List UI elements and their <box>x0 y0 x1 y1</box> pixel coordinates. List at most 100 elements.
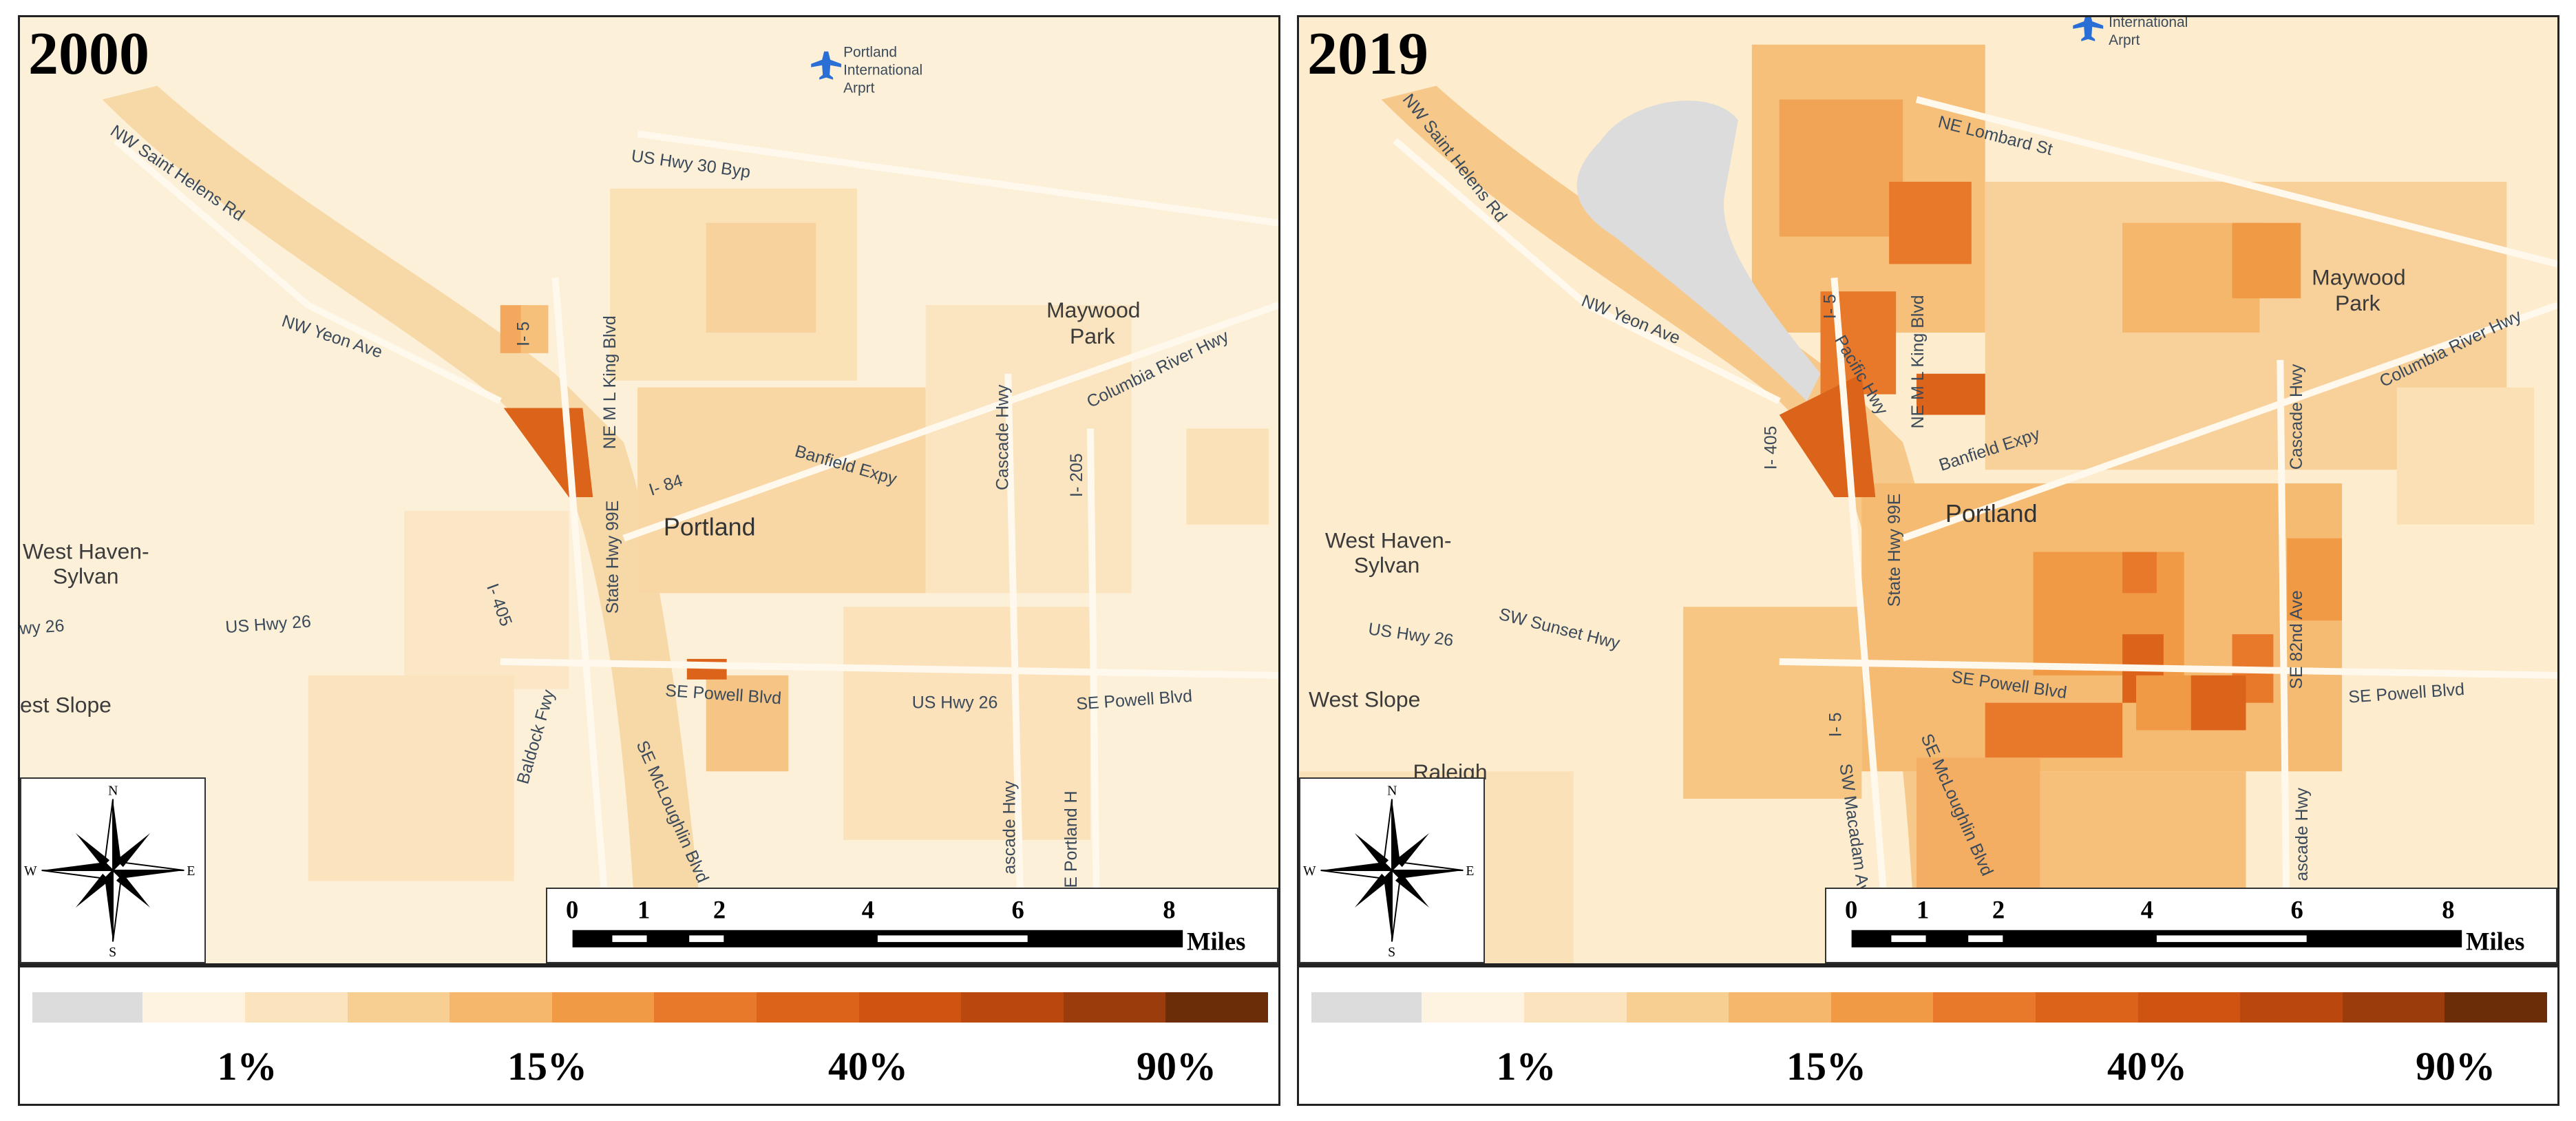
census-tracts <box>1299 44 2535 963</box>
river-shading <box>102 85 706 963</box>
choropleth-map: International Arprt Maywood Park West Ha… <box>1299 17 2557 963</box>
road-label: US Hwy 26 <box>912 693 998 713</box>
scale-tick: 4 <box>2141 895 2153 923</box>
scale-tick: 1 <box>637 895 650 923</box>
place-label: West Haven- <box>23 539 149 564</box>
place-label: Maywood <box>1046 297 1140 322</box>
road-label: ascade Hwy <box>2292 787 2312 881</box>
legend-swatch <box>2036 992 2138 1023</box>
airport-label: International <box>843 63 922 78</box>
compass-letter: E <box>187 863 195 879</box>
scale-tick: 8 <box>2442 895 2454 923</box>
road-label: I- 205 <box>1067 453 1086 497</box>
scale-tick: 8 <box>1163 895 1175 923</box>
legend: 1% 15% 40% 90% <box>1297 965 2559 1106</box>
map-frame: Portland International Arprt Maywood Par… <box>18 15 1280 965</box>
legend-label: 1% <box>1496 1044 1556 1089</box>
map-panel-2000: Portland International Arprt Maywood Par… <box>0 0 1280 1121</box>
scale-tick: 1 <box>1917 895 1929 923</box>
legend-swatch <box>1422 992 1525 1023</box>
year-label: 2019 <box>1307 21 1428 87</box>
scale-tick: 2 <box>1992 895 2005 923</box>
scale-tick: 0 <box>566 895 578 923</box>
scale-tick: 6 <box>1012 895 1024 923</box>
legend-label: 15% <box>1786 1044 1866 1089</box>
compass-letter: N <box>108 784 118 799</box>
compass-rose-icon: N S E W <box>24 784 195 960</box>
legend-swatch <box>245 992 348 1023</box>
road-label: Cascade Hwy <box>993 384 1012 490</box>
airport-label: Arprt <box>2109 32 2140 48</box>
legend-swatch <box>1933 992 2036 1023</box>
compass-letter: E <box>1466 863 1474 879</box>
road-label: NE M L King Blvd <box>1908 295 1928 428</box>
road-label: State Hwy 99E <box>603 501 622 614</box>
legend-swatch <box>2445 992 2548 1023</box>
road-label: ascade Hwy <box>1000 781 1019 874</box>
compass-letter: S <box>1388 945 1395 960</box>
place-label: Park <box>1070 324 1115 348</box>
road-network <box>114 130 1278 963</box>
place-label: West Haven- <box>1325 528 1452 553</box>
road-label: I- 405 <box>1762 426 1781 470</box>
no-data-area <box>1576 101 1821 401</box>
road-label: Cascade Hwy <box>2287 364 2306 470</box>
legend-swatch <box>1626 992 1729 1023</box>
legend-label: 15% <box>507 1044 587 1089</box>
legend-swatch <box>757 992 859 1023</box>
legend-swatch-nodata <box>1311 992 1422 1023</box>
road-label: I- 5 <box>514 322 534 346</box>
scale-tick: 2 <box>713 895 726 923</box>
scale-unit: Miles <box>2466 928 2524 956</box>
compass-letter: S <box>109 945 116 960</box>
compass-rose: N S E W <box>1299 777 1485 963</box>
road-network <box>1393 96 2557 963</box>
compass-rose: N S E W <box>20 777 206 963</box>
legend-label: 90% <box>2416 1044 2495 1089</box>
legend-swatch-nodata <box>32 992 143 1023</box>
road-label: I- 5 <box>1826 712 1845 737</box>
legend: 1% 15% 40% 90% <box>18 965 1280 1106</box>
compass-rose-icon: N S E W <box>1303 784 1474 960</box>
airport-icon <box>811 51 842 80</box>
place-label: West Slope <box>1309 687 1420 712</box>
census-tracts <box>308 188 1269 881</box>
legend-label: 1% <box>217 1044 277 1089</box>
scale-bar: 0 1 2 4 6 8 Miles <box>546 888 1278 963</box>
compass-letter: W <box>1303 863 1316 879</box>
scale-unit: Miles <box>1187 928 1245 956</box>
legend-swatch <box>961 992 1064 1023</box>
scale-tick: 0 <box>1845 895 1857 923</box>
road-label: State Hwy 99E <box>1885 494 1904 607</box>
scale-bar-graphic: 0 1 2 4 6 8 Miles <box>1845 895 2524 956</box>
map-panel-2019: International Arprt Maywood Park West Ha… <box>1279 0 2559 1121</box>
road-label: E Portland H <box>1062 790 1081 888</box>
airport-label: Arprt <box>843 81 875 96</box>
airport-icon <box>2073 17 2104 41</box>
road-label: I- 5 <box>1820 294 1839 319</box>
place-label: Sylvan <box>53 563 119 588</box>
legend-color-bar <box>1311 992 2548 1023</box>
scale-tick: 4 <box>862 895 874 923</box>
place-label: Maywood <box>2312 264 2405 289</box>
legend-swatch <box>142 992 246 1023</box>
place-label: Sylvan <box>1354 552 1420 577</box>
road-label: SE 82nd Ave <box>2287 590 2306 689</box>
compass-letter: W <box>24 863 37 879</box>
airport-label: International <box>2109 17 2188 30</box>
road-label: NE M L King Blvd <box>600 315 620 449</box>
legend-label: 40% <box>828 1044 908 1089</box>
legend-swatch <box>2342 992 2445 1023</box>
legend-swatch <box>654 992 757 1023</box>
year-label: 2000 <box>28 21 149 87</box>
map-frame: International Arprt Maywood Park West Ha… <box>1297 15 2559 965</box>
legend-swatch <box>858 992 962 1023</box>
scale-bar-graphic: 0 1 2 4 6 8 Miles <box>566 895 1245 956</box>
place-label: Park <box>2335 291 2380 315</box>
legend-swatch <box>2240 992 2343 1023</box>
legend-swatch <box>1729 992 1831 1023</box>
legend-swatch <box>2137 992 2241 1023</box>
scale-tick: 6 <box>2291 895 2303 923</box>
legend-swatch <box>1165 992 1269 1023</box>
legend-swatch <box>450 992 552 1023</box>
